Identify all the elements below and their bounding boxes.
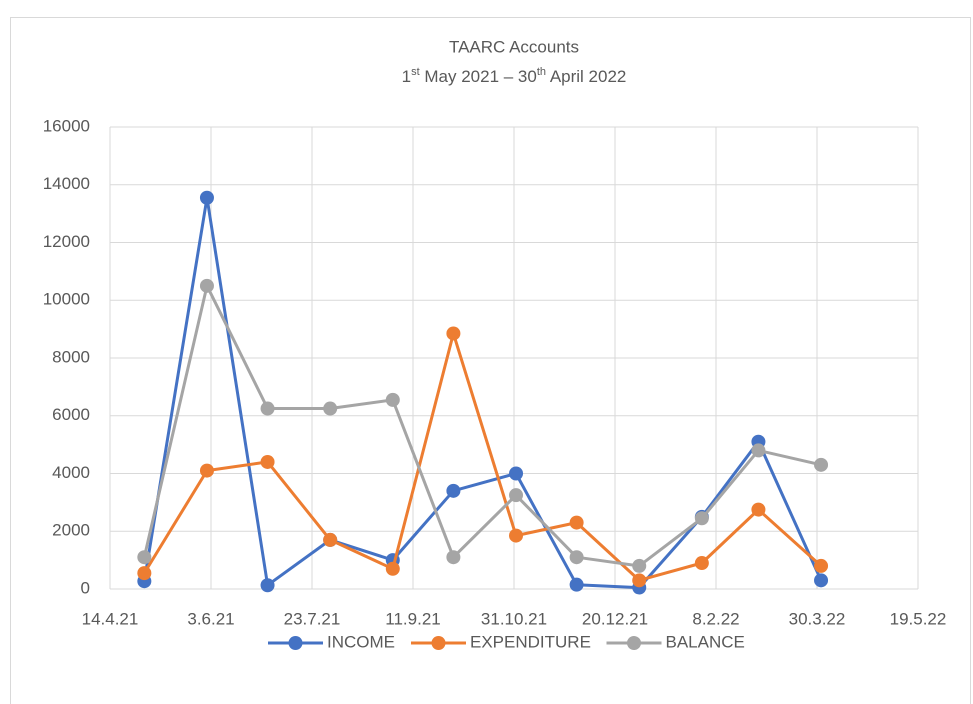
chart-subtitle: 1st May 2021 – 30th April 2022 bbox=[402, 66, 627, 87]
y-tick-label: 0 bbox=[81, 578, 90, 597]
legend-label: INCOME bbox=[327, 632, 395, 651]
legend-item: INCOME bbox=[268, 632, 395, 651]
data-point bbox=[260, 454, 275, 469]
legend-item: BALANCE bbox=[606, 632, 745, 651]
data-point bbox=[446, 550, 461, 565]
data-point bbox=[814, 457, 829, 472]
y-tick-label: 12000 bbox=[43, 232, 90, 251]
x-tick-label: 8.2.22 bbox=[692, 609, 739, 628]
x-tick-label: 30.3.22 bbox=[789, 609, 846, 628]
series-line bbox=[143, 332, 823, 582]
x-tick-label: 20.12.21 bbox=[582, 609, 648, 628]
legend-item: EXPENDITURE bbox=[411, 632, 591, 651]
data-point bbox=[694, 511, 709, 526]
data-point bbox=[509, 488, 524, 503]
series-line bbox=[142, 284, 822, 568]
y-tick-label: 14000 bbox=[43, 174, 90, 193]
x-tick-label: 11.9.21 bbox=[385, 609, 440, 628]
y-tick-label: 6000 bbox=[52, 405, 90, 424]
data-point bbox=[446, 326, 461, 341]
data-point bbox=[137, 550, 152, 565]
data-point bbox=[814, 558, 829, 573]
data-point bbox=[569, 577, 584, 592]
chart-border bbox=[10, 17, 971, 704]
data-point bbox=[632, 558, 647, 573]
y-tick-label: 8000 bbox=[52, 347, 90, 366]
data-point bbox=[509, 466, 524, 481]
data-point bbox=[323, 532, 338, 547]
x-tick-label: 31.10.21 bbox=[481, 609, 547, 628]
x-tick-label: 3.6.21 bbox=[187, 609, 234, 628]
data-point bbox=[323, 401, 338, 416]
data-point bbox=[632, 573, 647, 588]
legend-marker bbox=[627, 636, 641, 650]
data-point bbox=[199, 463, 214, 478]
chart-title: TAARC Accounts bbox=[449, 37, 579, 56]
y-tick-label: 4000 bbox=[52, 463, 90, 482]
legend-marker bbox=[288, 636, 303, 650]
data-point bbox=[569, 550, 584, 565]
legend-label: EXPENDITURE bbox=[470, 632, 591, 651]
data-point bbox=[751, 502, 766, 517]
legend-marker bbox=[431, 636, 446, 650]
data-point bbox=[260, 578, 275, 593]
data-point bbox=[199, 190, 214, 205]
data-point bbox=[751, 443, 766, 458]
x-tick-label: 23.7.21 bbox=[284, 609, 341, 628]
data-point bbox=[137, 566, 152, 581]
data-point bbox=[199, 278, 214, 293]
data-point bbox=[569, 515, 584, 530]
series-line bbox=[142, 196, 823, 590]
data-point bbox=[509, 528, 524, 543]
data-point bbox=[385, 392, 400, 407]
y-tick-label: 10000 bbox=[43, 290, 90, 309]
x-tick-label: 19.5.22 bbox=[890, 609, 947, 628]
data-point bbox=[446, 483, 461, 498]
y-tick-label: 2000 bbox=[52, 521, 90, 540]
data-point bbox=[694, 556, 709, 571]
data-point bbox=[260, 401, 275, 416]
data-point bbox=[814, 573, 829, 588]
legend-label: BALANCE bbox=[666, 632, 745, 651]
x-tick-label: 14.4.21 bbox=[82, 609, 139, 628]
y-tick-label: 16000 bbox=[43, 116, 90, 135]
data-point bbox=[385, 561, 400, 576]
